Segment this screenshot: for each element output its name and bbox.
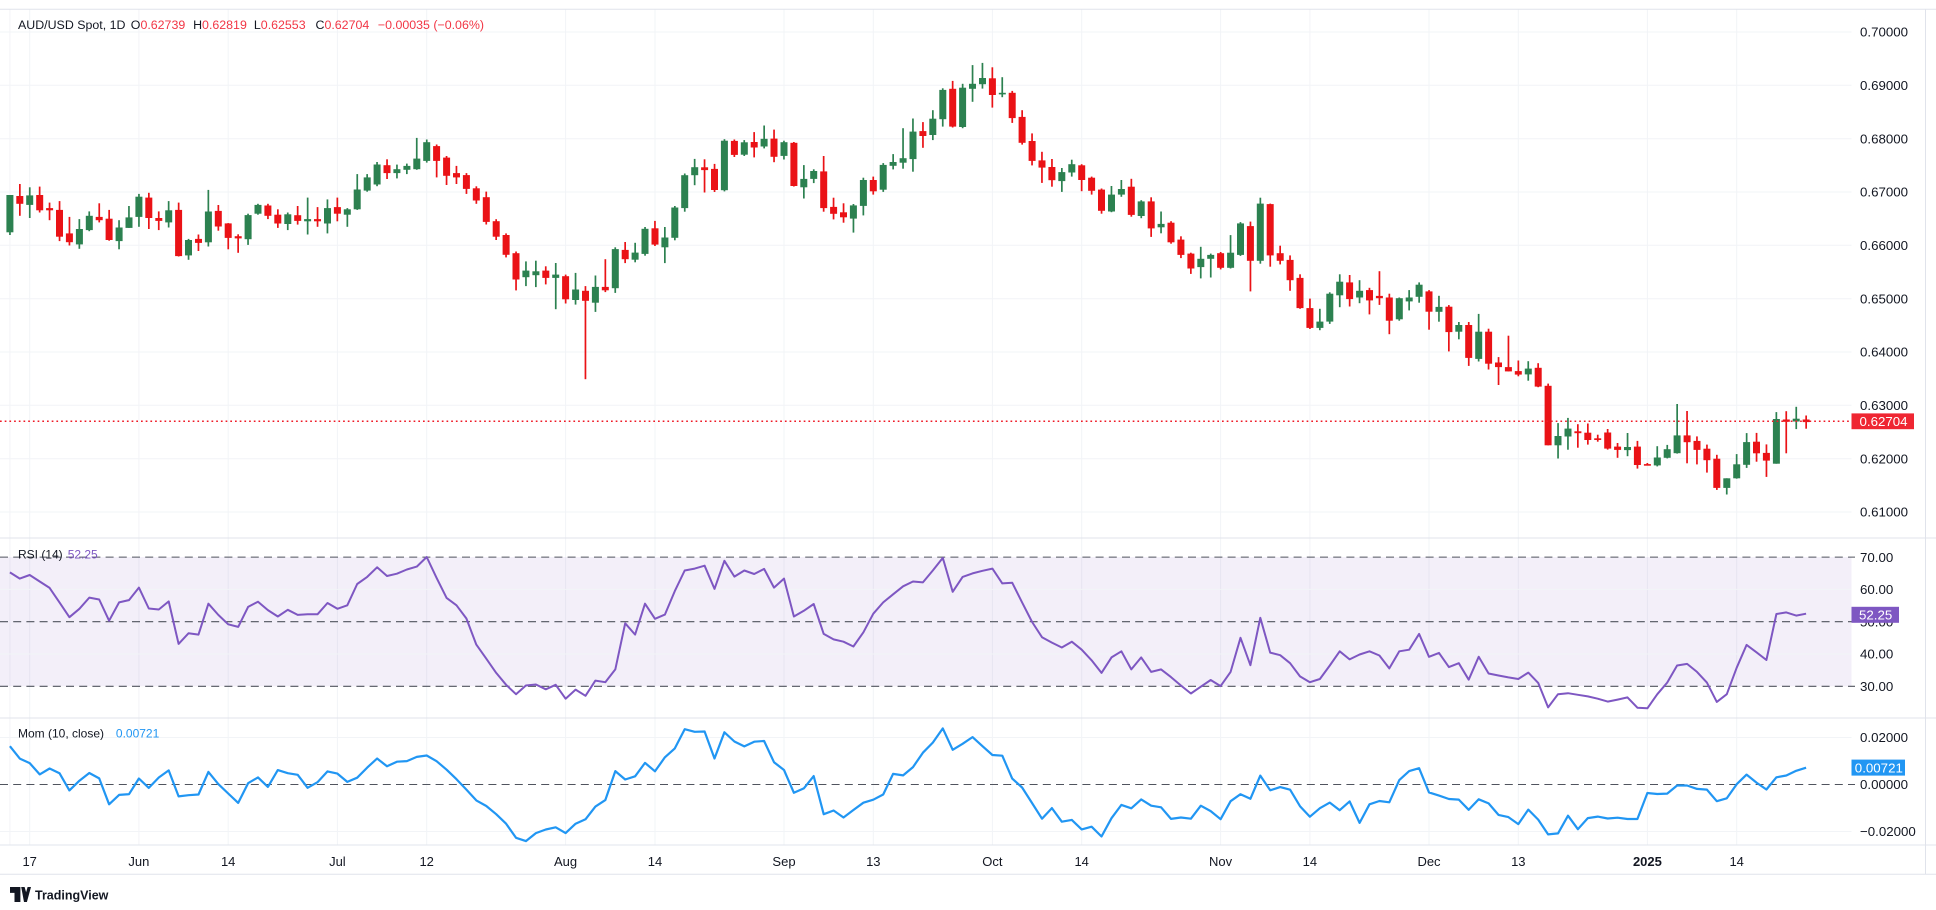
svg-text:Dec: Dec [1417,854,1441,869]
svg-text:−0.02000: −0.02000 [1860,824,1916,839]
svg-text:0.65000: 0.65000 [1860,291,1908,306]
svg-text:14: 14 [1303,854,1317,869]
svg-text:0.00721: 0.00721 [116,727,160,741]
svg-text:Jul: Jul [329,854,346,869]
svg-text:52.25: 52.25 [68,547,98,561]
svg-text:Jun: Jun [128,854,149,869]
svg-text:H0.62819: H0.62819 [193,18,247,32]
svg-text:Aug: Aug [554,854,577,869]
svg-text:17: 17 [22,854,36,869]
svg-text:0.70000: 0.70000 [1860,25,1908,40]
svg-text:0.69000: 0.69000 [1860,78,1908,93]
svg-text:C0.62704: C0.62704 [316,18,370,32]
svg-text:0.67000: 0.67000 [1860,185,1908,200]
svg-text:0.61000: 0.61000 [1860,505,1908,520]
svg-text:AUD/USD Spot, 1D: AUD/USD Spot, 1D [18,18,125,32]
svg-text:0.63000: 0.63000 [1860,398,1908,413]
svg-text:Oct: Oct [982,854,1003,869]
svg-text:Mom (10, close): Mom (10, close) [18,727,104,741]
svg-text:52.25: 52.25 [1859,608,1892,623]
svg-text:−0.00035 (−0.06%): −0.00035 (−0.06%) [378,18,484,32]
svg-text:13: 13 [866,854,880,869]
svg-text:RSI (14): RSI (14) [18,547,63,561]
svg-text:14: 14 [1729,854,1743,869]
svg-text:Nov: Nov [1209,854,1233,869]
svg-text:0.62000: 0.62000 [1860,451,1908,466]
svg-text:O0.62739: O0.62739 [131,18,186,32]
svg-text:0.66000: 0.66000 [1860,238,1908,253]
svg-text:0.64000: 0.64000 [1860,345,1908,360]
svg-text:L0.62553: L0.62553 [254,18,306,32]
svg-text:70.00: 70.00 [1860,550,1893,565]
svg-text:60.00: 60.00 [1860,582,1893,597]
svg-text:2025: 2025 [1633,854,1662,869]
svg-text:0.68000: 0.68000 [1860,131,1908,146]
svg-text:30.00: 30.00 [1860,679,1893,694]
svg-text:12: 12 [419,854,433,869]
svg-text:0.00000: 0.00000 [1860,777,1908,792]
svg-text:40.00: 40.00 [1860,647,1893,662]
svg-text:14: 14 [221,854,235,869]
svg-text:0.00721: 0.00721 [1855,760,1903,775]
svg-text:Sep: Sep [772,854,795,869]
svg-text:14: 14 [1074,854,1088,869]
svg-text:13: 13 [1511,854,1525,869]
svg-text:0.62704: 0.62704 [1860,414,1908,429]
svg-text:14: 14 [648,854,662,869]
svg-text:0.02000: 0.02000 [1860,730,1908,745]
svg-text:TradingView: TradingView [35,888,109,902]
